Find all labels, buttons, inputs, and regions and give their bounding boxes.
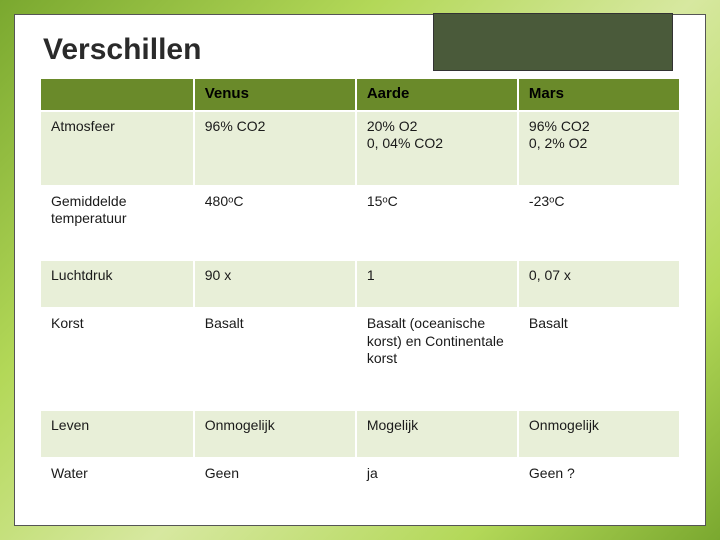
slide-frame: Verschillen Venus Aarde Mars Atmosfeer 9…	[14, 14, 706, 526]
col-header-mars: Mars	[518, 78, 680, 111]
row-label: Luchtdruk	[40, 260, 194, 308]
table-header-row: Venus Aarde Mars	[40, 78, 680, 111]
cell: Geen	[194, 458, 356, 506]
row-label: Water	[40, 458, 194, 506]
cell: Onmogelijk	[518, 410, 680, 458]
table-row: Luchtdruk 90 x 1 0, 07 x	[40, 260, 680, 308]
row-label: Korst	[40, 308, 194, 409]
slide-title: Verschillen	[43, 33, 201, 67]
comparison-table: Venus Aarde Mars Atmosfeer 96% CO2 20% O…	[39, 77, 681, 507]
row-label: Atmosfeer	[40, 111, 194, 186]
cell: Basalt	[518, 308, 680, 409]
col-header-venus: Venus	[194, 78, 356, 111]
cell: 15ᵒC	[356, 186, 518, 261]
cell: 96% CO2	[194, 111, 356, 186]
col-header-aarde: Aarde	[356, 78, 518, 111]
cell: ja	[356, 458, 518, 506]
cell: 0, 07 x	[518, 260, 680, 308]
table-row: Korst Basalt Basalt (oceanische korst) e…	[40, 308, 680, 409]
row-label: Gemiddelde temperatuur	[40, 186, 194, 261]
table-row: Water Geen ja Geen ?	[40, 458, 680, 506]
cell: Mogelijk	[356, 410, 518, 458]
table-row: Gemiddelde temperatuur 480ᵒC 15ᵒC -23ᵒC	[40, 186, 680, 261]
cell: Basalt (oceanische korst) en Continental…	[356, 308, 518, 409]
col-header-blank	[40, 78, 194, 111]
table-row: Leven Onmogelijk Mogelijk Onmogelijk	[40, 410, 680, 458]
cell: 1	[356, 260, 518, 308]
cell: 20% O20, 04% CO2	[356, 111, 518, 186]
table-row: Atmosfeer 96% CO2 20% O20, 04% CO2 96% C…	[40, 111, 680, 186]
header-accent-block	[433, 13, 673, 71]
cell: 480ᵒC	[194, 186, 356, 261]
cell: Onmogelijk	[194, 410, 356, 458]
row-label: Leven	[40, 410, 194, 458]
comparison-table-wrap: Venus Aarde Mars Atmosfeer 96% CO2 20% O…	[39, 77, 681, 507]
cell: Geen ?	[518, 458, 680, 506]
cell: Basalt	[194, 308, 356, 409]
cell: 90 x	[194, 260, 356, 308]
cell: -23ᵒC	[518, 186, 680, 261]
cell: 96% CO20, 2% O2	[518, 111, 680, 186]
